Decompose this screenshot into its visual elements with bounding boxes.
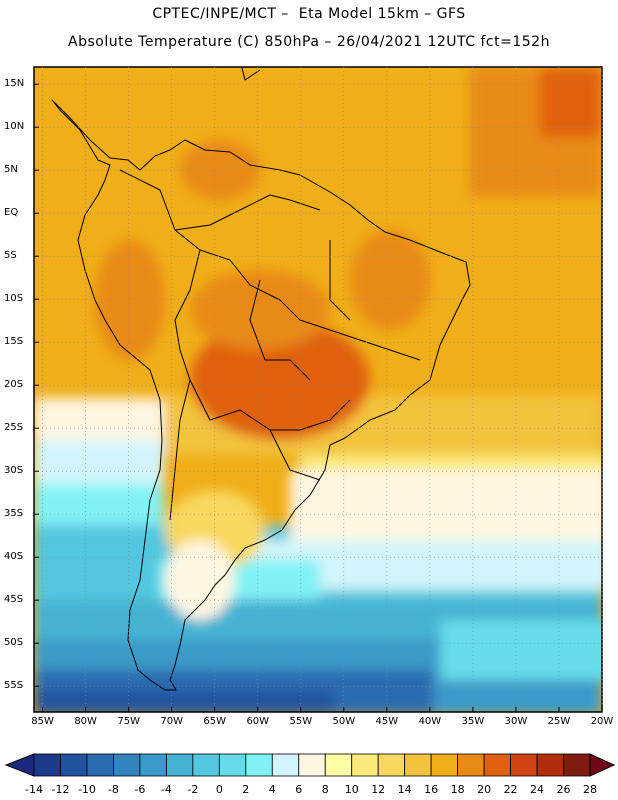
- lat-tick-label: 45S: [4, 594, 24, 606]
- lat-tick-label: 10S: [4, 293, 24, 305]
- map-frame: [33, 66, 603, 713]
- lon-tick-label: 75W: [117, 716, 140, 727]
- colorbar-label: 20: [477, 783, 492, 796]
- lon-tick-label: 70W: [160, 716, 183, 727]
- lat-tick-label: 25S: [4, 422, 24, 434]
- colorbar-label: -2: [187, 783, 199, 796]
- lon-tick-label: 35W: [461, 716, 485, 727]
- colorbar-swatch: [192, 753, 220, 777]
- colorbar-swatch: [377, 753, 406, 777]
- colorbar-swatch: [271, 753, 300, 777]
- colorbar-label: 28: [583, 783, 597, 796]
- lon-tick-label: 40W: [418, 716, 442, 727]
- colorbar-label: 2: [242, 783, 250, 796]
- colorbar-label: -6: [134, 783, 146, 796]
- lon-tick-label: 30W: [504, 716, 528, 727]
- colorbar-swatch: [113, 753, 141, 777]
- colorbar-swatch: [60, 753, 88, 777]
- lat-tick-label: 15N: [4, 78, 25, 90]
- lon-tick-label: 85W: [31, 716, 54, 727]
- colorbar-label: -8: [107, 783, 119, 796]
- lat-tick-label: 5S: [4, 250, 17, 262]
- map-title-line2: Absolute Temperature (C) 850hPa – 26/04/…: [68, 34, 550, 50]
- colorbar-label: 24: [530, 783, 545, 796]
- colorbar-swatch: [351, 753, 379, 777]
- coastline-outline: [51, 67, 471, 691]
- lon-tick-label: 60W: [246, 716, 270, 727]
- lat-tick-label: 30S: [4, 465, 24, 477]
- lat-tick-label: 10N: [4, 121, 25, 133]
- colorbar-swatch: [324, 753, 353, 777]
- lat-tick-label: 20S: [4, 379, 24, 391]
- lat-tick-label: 15S: [4, 336, 24, 348]
- colorbar-swatch: [404, 753, 432, 777]
- colorbar-swatch: [430, 753, 459, 777]
- colorbar: [4, 753, 616, 777]
- colorbar-label: 18: [450, 783, 465, 796]
- colorbar-swatch: [536, 753, 564, 777]
- colorbar-label: 22: [503, 783, 518, 796]
- colorbar-swatch: [165, 753, 194, 777]
- colorbar-label: 8: [321, 783, 329, 796]
- colorbar-over-triangle: [589, 753, 616, 777]
- lon-tick-label: 20W: [590, 716, 614, 727]
- colorbar-swatch: [245, 753, 273, 777]
- colorbar-swatch: [510, 753, 538, 777]
- map-title-line1: CPTEC/INPE/MCT – Eta Model 15km – GFS: [152, 6, 466, 22]
- colorbar-under-triangle: [4, 753, 35, 777]
- colorbar-swatch: [33, 753, 61, 777]
- colorbar-label: 0: [215, 783, 223, 796]
- colorbar-label: -4: [160, 783, 172, 796]
- colorbar-label: 14: [397, 783, 412, 796]
- colorbar-label: 4: [268, 783, 276, 796]
- lat-tick-label: 5N: [4, 164, 18, 176]
- colorbar-label: -14: [25, 783, 43, 796]
- colorbar-swatch: [563, 753, 591, 777]
- lat-tick-label: 55S: [4, 680, 24, 692]
- lon-tick-label: 50W: [332, 716, 356, 727]
- colorbar-swatch: [457, 753, 485, 777]
- colorbar-swatch: [218, 753, 247, 777]
- dotted-gridlines: [34, 67, 603, 712]
- colorbar-label: 10: [344, 783, 359, 796]
- lon-tick-label: 45W: [375, 716, 399, 727]
- lat-tick-label: 35S: [4, 508, 24, 520]
- lon-tick-label: 55W: [289, 716, 313, 727]
- lon-tick-label: 80W: [74, 716, 97, 727]
- lon-tick-label: 65W: [203, 716, 227, 727]
- colorbar-label: 16: [424, 783, 439, 796]
- colorbar-label: 6: [295, 783, 303, 796]
- lat-tick-label: 40S: [4, 551, 24, 563]
- colorbar-swatch: [298, 753, 326, 777]
- colorbar-swatch: [86, 753, 114, 777]
- lon-tick-label: 25W: [547, 716, 571, 727]
- temperature-field: [34, 67, 602, 712]
- colorbar-label: 12: [371, 783, 386, 796]
- lat-tick-label: EQ: [4, 207, 19, 219]
- colorbar-swatch: [483, 753, 511, 777]
- colorbar-label: 26: [556, 783, 571, 796]
- colorbar-label: -10: [77, 783, 96, 796]
- lat-tick-label: 50S: [4, 637, 24, 649]
- colorbar-swatch: [139, 753, 167, 777]
- colorbar-label: -12: [51, 783, 70, 796]
